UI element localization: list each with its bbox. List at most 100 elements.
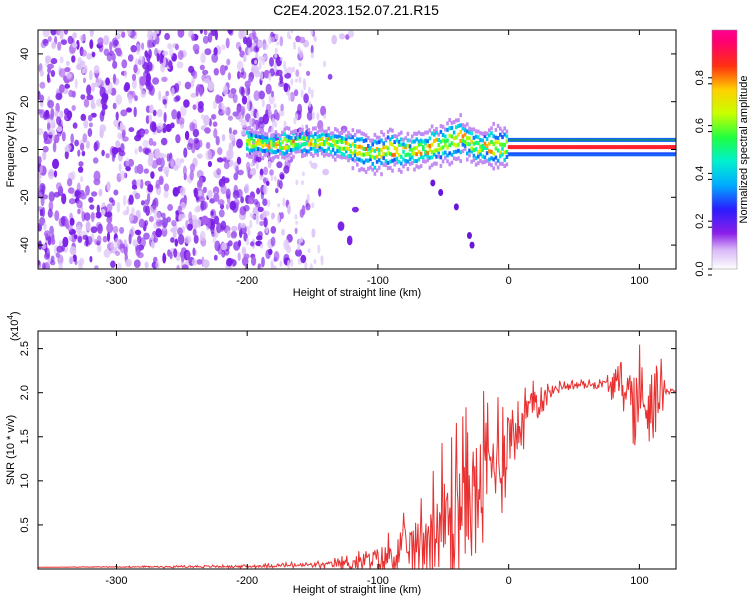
noise-speck (133, 106, 137, 118)
noise-speck (170, 237, 175, 243)
noise-speck (127, 54, 134, 62)
band-cell (305, 152, 308, 157)
band-cell (250, 148, 253, 153)
noise-speck (47, 99, 54, 109)
noise-speck (205, 149, 213, 161)
noise-speck (63, 108, 70, 116)
band-cell (274, 154, 278, 159)
noise-speck (220, 184, 227, 195)
noise-speck (200, 114, 205, 120)
colorbar-tick-label: 0.8 (694, 70, 706, 85)
band-cell (371, 154, 374, 159)
band-cell (417, 157, 421, 162)
band-cell (353, 139, 357, 144)
band-cell (496, 158, 500, 163)
band-cell (591, 152, 594, 157)
noise-speck (83, 65, 88, 74)
band-cell (351, 151, 355, 156)
band-cell (272, 140, 275, 145)
band-cell (327, 136, 330, 141)
band-cell (334, 151, 337, 156)
noise-speck (47, 208, 53, 218)
band-cell (279, 145, 282, 150)
band-cell (400, 137, 403, 142)
noise-speck (198, 190, 203, 197)
band-cell (415, 152, 418, 157)
noise-speck (86, 84, 92, 96)
noise-speck (91, 82, 96, 92)
faint-speck (311, 111, 315, 120)
band-cell (345, 155, 348, 160)
band-cell (391, 168, 394, 173)
band-cell (411, 139, 414, 144)
band-cell (380, 172, 383, 177)
band-cell (382, 145, 385, 150)
noise-speck (283, 165, 290, 174)
band-cell (347, 158, 350, 163)
band-cell (457, 124, 460, 128)
band-cell (452, 156, 456, 161)
band-cell (424, 141, 427, 146)
band-cell (303, 148, 306, 153)
band-cell (303, 131, 306, 136)
band-cell (325, 140, 328, 145)
band-cell (307, 142, 311, 147)
noise-speck (160, 153, 167, 159)
band-cell (283, 151, 286, 156)
band-cell (364, 158, 368, 163)
faint-speck (258, 56, 262, 62)
band-cell (477, 161, 480, 166)
band-cell (549, 145, 553, 150)
band-cell (263, 132, 267, 137)
band-cell (373, 139, 377, 144)
band-cell (422, 139, 425, 144)
band-cell (499, 161, 502, 166)
faint-speck (280, 57, 284, 62)
band-cell (424, 130, 427, 135)
band-cell (444, 142, 447, 147)
band-cell (408, 157, 412, 162)
band-cell (290, 141, 293, 146)
noise-speck (58, 68, 66, 78)
noise-speck (197, 179, 203, 190)
noise-speck (47, 234, 52, 246)
band-cell (496, 148, 500, 153)
noise-speck (61, 193, 67, 205)
noise-speck (112, 225, 119, 234)
band-cell (466, 151, 469, 156)
noise-speck (81, 211, 86, 222)
noise-speck (97, 223, 103, 234)
faint-speck (277, 203, 281, 208)
band-cell (538, 145, 542, 150)
band-cell (459, 123, 462, 128)
band-cell (477, 135, 480, 140)
band-cell (600, 145, 603, 150)
noise-speck (42, 145, 49, 153)
band-cell (406, 138, 410, 143)
noise-speck (183, 147, 188, 158)
band-cell (558, 152, 561, 157)
noise-speck (96, 235, 102, 244)
noise-speck (71, 105, 76, 111)
band-cell (505, 162, 509, 167)
faint-speck (313, 258, 317, 265)
noise-speck (191, 258, 198, 266)
noise-speck (152, 109, 157, 117)
noise-speck (64, 218, 70, 229)
noise-speck (152, 77, 160, 85)
band-cell (571, 152, 575, 157)
band-cell (281, 130, 284, 135)
band-cell (323, 142, 326, 147)
noise-speck (257, 206, 264, 213)
band-cell (254, 134, 258, 139)
noise-speck (115, 250, 120, 256)
noise-speck (265, 103, 272, 112)
band-cell (331, 143, 335, 148)
noise-speck (114, 237, 120, 249)
band-cell (441, 151, 445, 156)
colorbar-label: Normalized spectral amplitude (738, 76, 750, 224)
band-cell (285, 150, 289, 155)
noise-speck (215, 94, 221, 104)
band-cell (474, 162, 478, 167)
noise-speck (39, 208, 44, 217)
